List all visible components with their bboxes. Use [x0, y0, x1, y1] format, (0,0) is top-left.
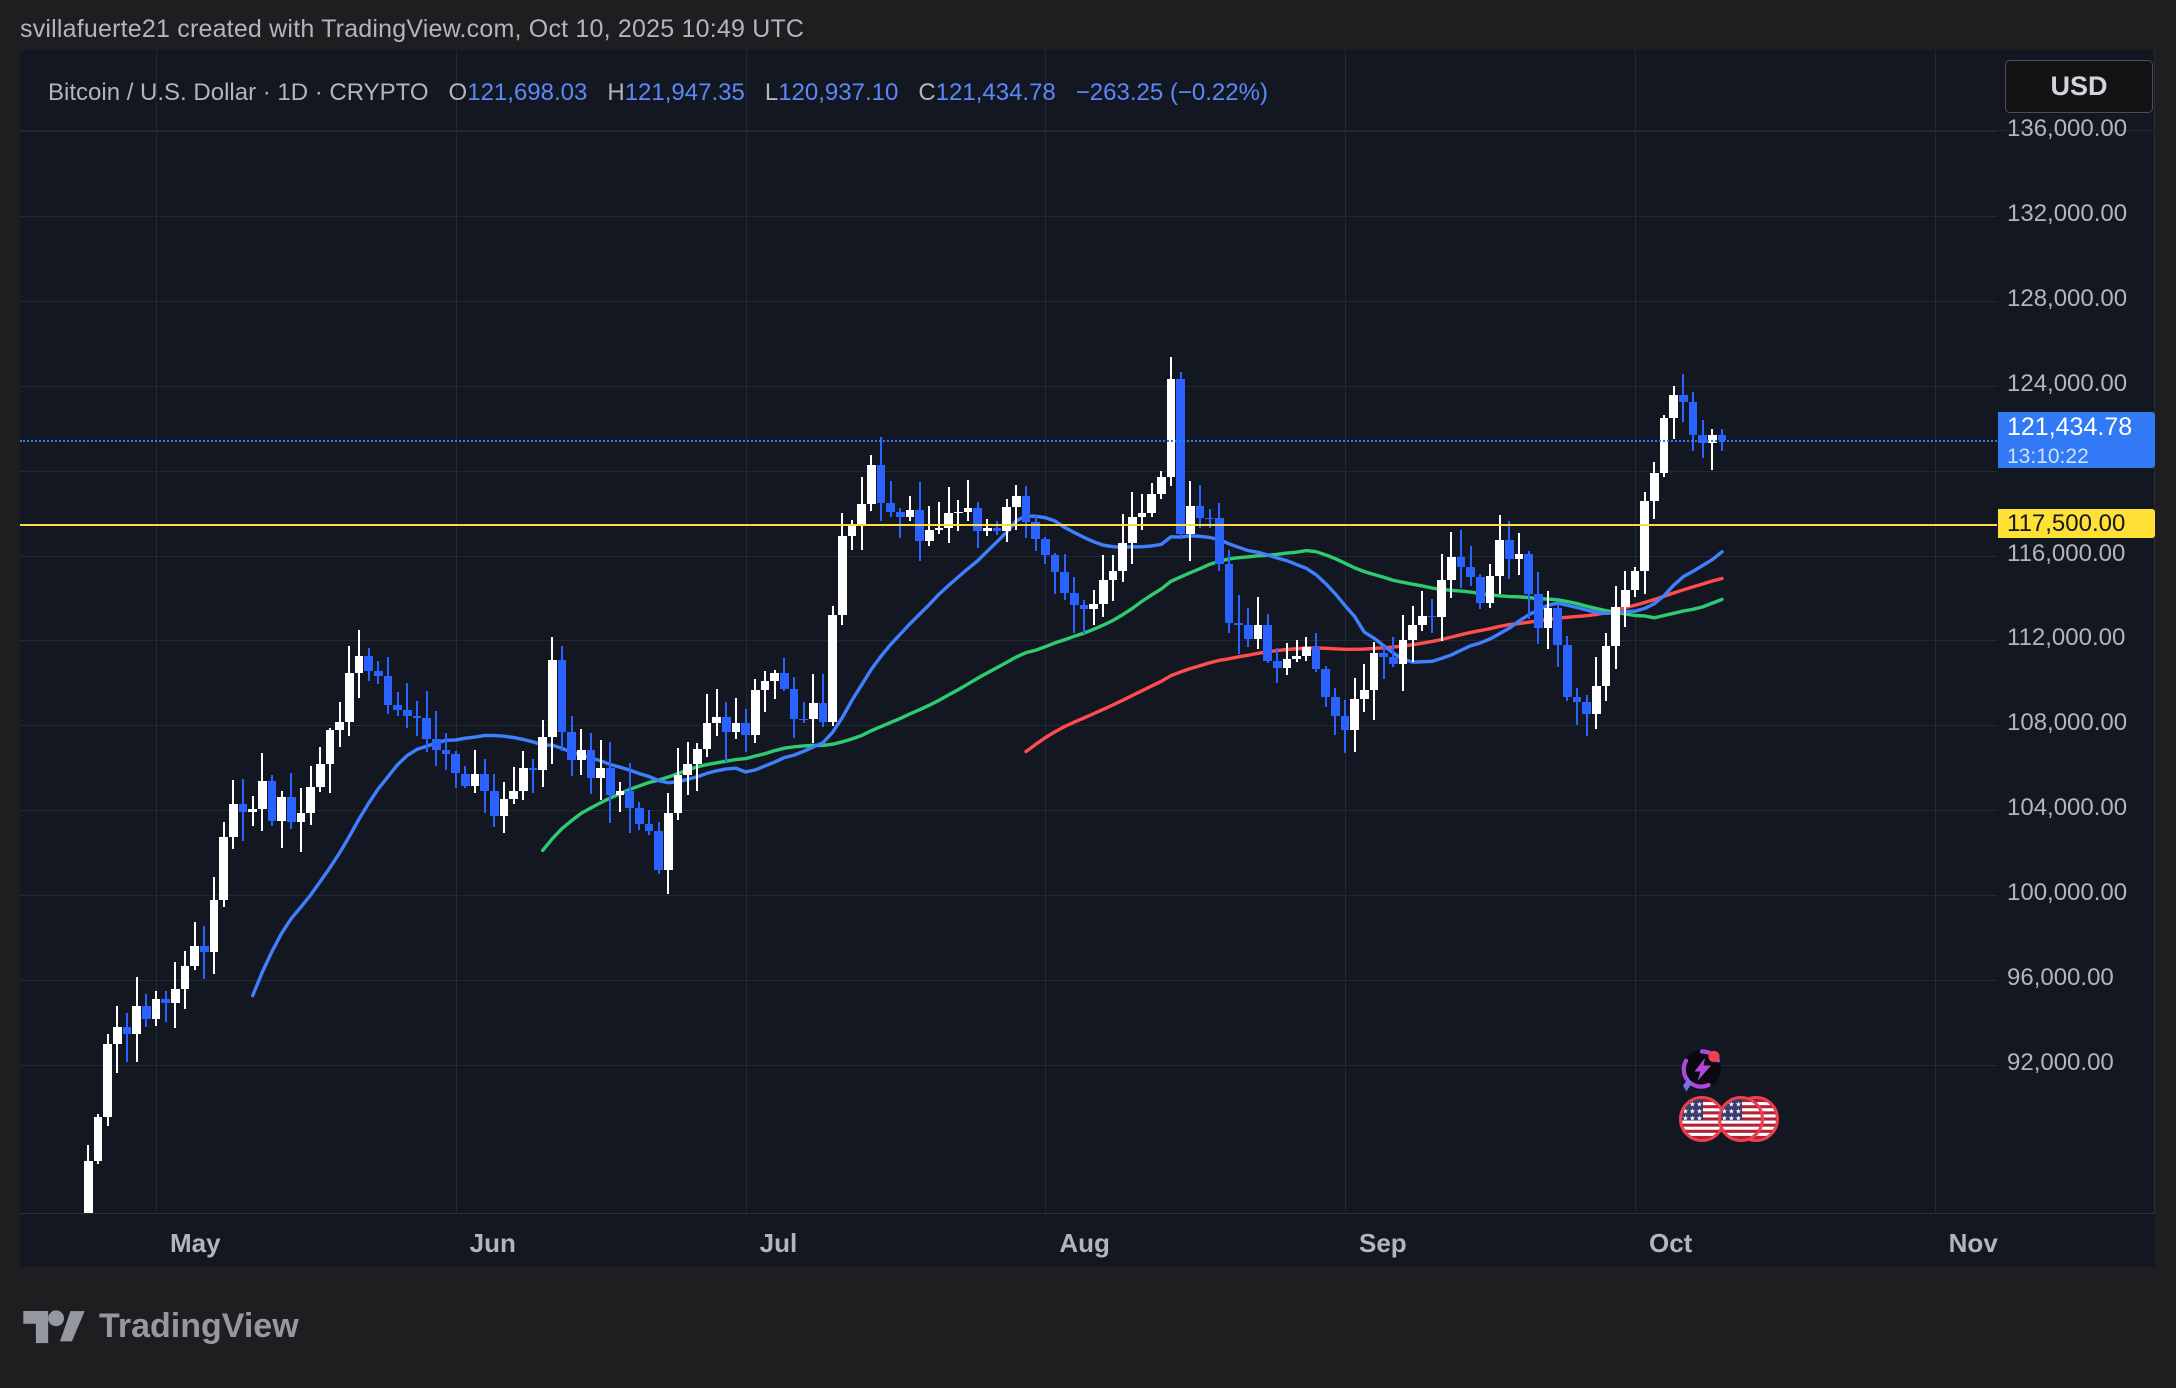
svg-text:★: ★: [1728, 1113, 1734, 1122]
svg-text:★: ★: [1689, 1113, 1695, 1122]
svg-text:★: ★: [1735, 1113, 1741, 1122]
svg-text:★: ★: [1696, 1113, 1702, 1122]
svg-text:★: ★: [1721, 1113, 1727, 1122]
svg-text:★: ★: [1682, 1113, 1688, 1122]
